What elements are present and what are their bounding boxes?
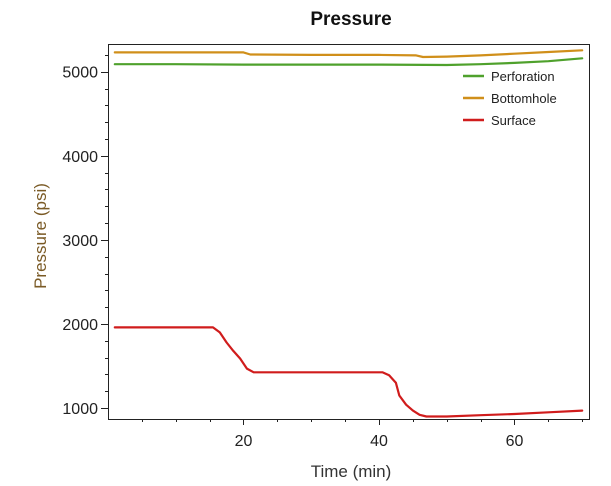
x-axis: 20 40 60 bbox=[142, 419, 583, 450]
x-tick-label: 60 bbox=[506, 433, 524, 450]
chart-title: Pressure bbox=[310, 9, 391, 30]
legend-label: Surface bbox=[491, 113, 536, 128]
series-line-bottomhole bbox=[113, 49, 584, 59]
y-tick-label: 5000 bbox=[62, 65, 98, 82]
y-axis: 1000 2000 3000 4000 5000 bbox=[62, 55, 108, 418]
y-axis-label: Pressure (psi) bbox=[31, 183, 50, 289]
legend: Perforation Bottomhole Surface bbox=[463, 69, 557, 128]
y-tick-label: 1000 bbox=[62, 401, 98, 418]
y-tick-label: 2000 bbox=[62, 317, 98, 334]
x-tick-label: 40 bbox=[370, 433, 388, 450]
series-line-surface bbox=[113, 326, 584, 418]
series-line-perforation bbox=[113, 57, 584, 67]
plot-frame bbox=[108, 44, 590, 420]
legend-label: Perforation bbox=[491, 69, 555, 84]
y-tick-label: 3000 bbox=[62, 233, 98, 250]
y-tick-label: 4000 bbox=[62, 149, 98, 166]
x-tick-label: 20 bbox=[235, 433, 253, 450]
plot-area bbox=[108, 44, 590, 420]
x-axis-label: Time (min) bbox=[311, 462, 392, 481]
legend-label: Bottomhole bbox=[491, 91, 557, 106]
